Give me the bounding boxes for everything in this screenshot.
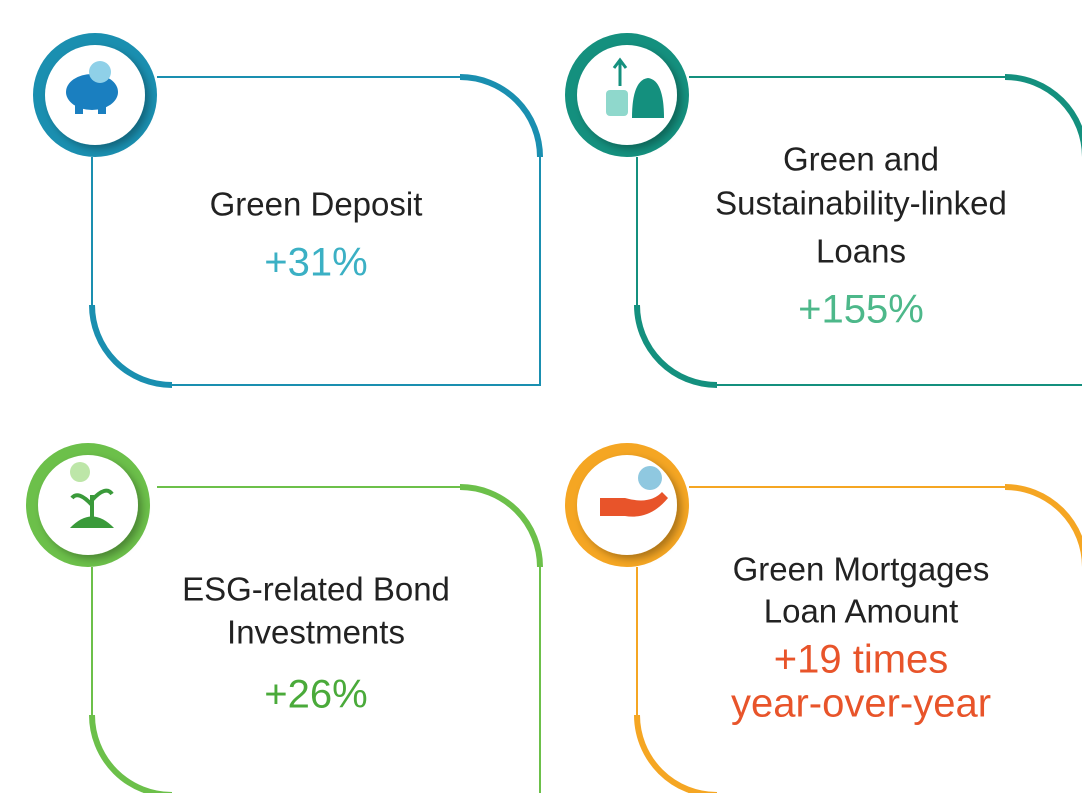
card-value: +155%	[798, 288, 924, 332]
card-title: Sustainability-linked	[715, 185, 1007, 222]
icon	[565, 443, 689, 567]
card-title: Green and	[783, 141, 939, 178]
card	[89, 74, 543, 388]
card-title: Green Mortgages	[733, 551, 990, 588]
icon	[33, 33, 157, 157]
card-title: Investments	[227, 614, 405, 651]
card-value: +26%	[264, 673, 367, 717]
card	[634, 74, 1082, 388]
card-title: Green Deposit	[210, 186, 423, 223]
card-title: Loans	[816, 233, 906, 270]
card-value: +31%	[264, 241, 367, 285]
card	[89, 484, 543, 793]
card-value: +19 times	[774, 638, 949, 682]
card-value: year-over-year	[731, 682, 991, 726]
card	[634, 484, 1082, 793]
icon	[565, 33, 689, 157]
icon	[26, 443, 150, 567]
card-title: ESG-related Bond	[182, 571, 450, 608]
card-title: Loan Amount	[764, 593, 959, 630]
